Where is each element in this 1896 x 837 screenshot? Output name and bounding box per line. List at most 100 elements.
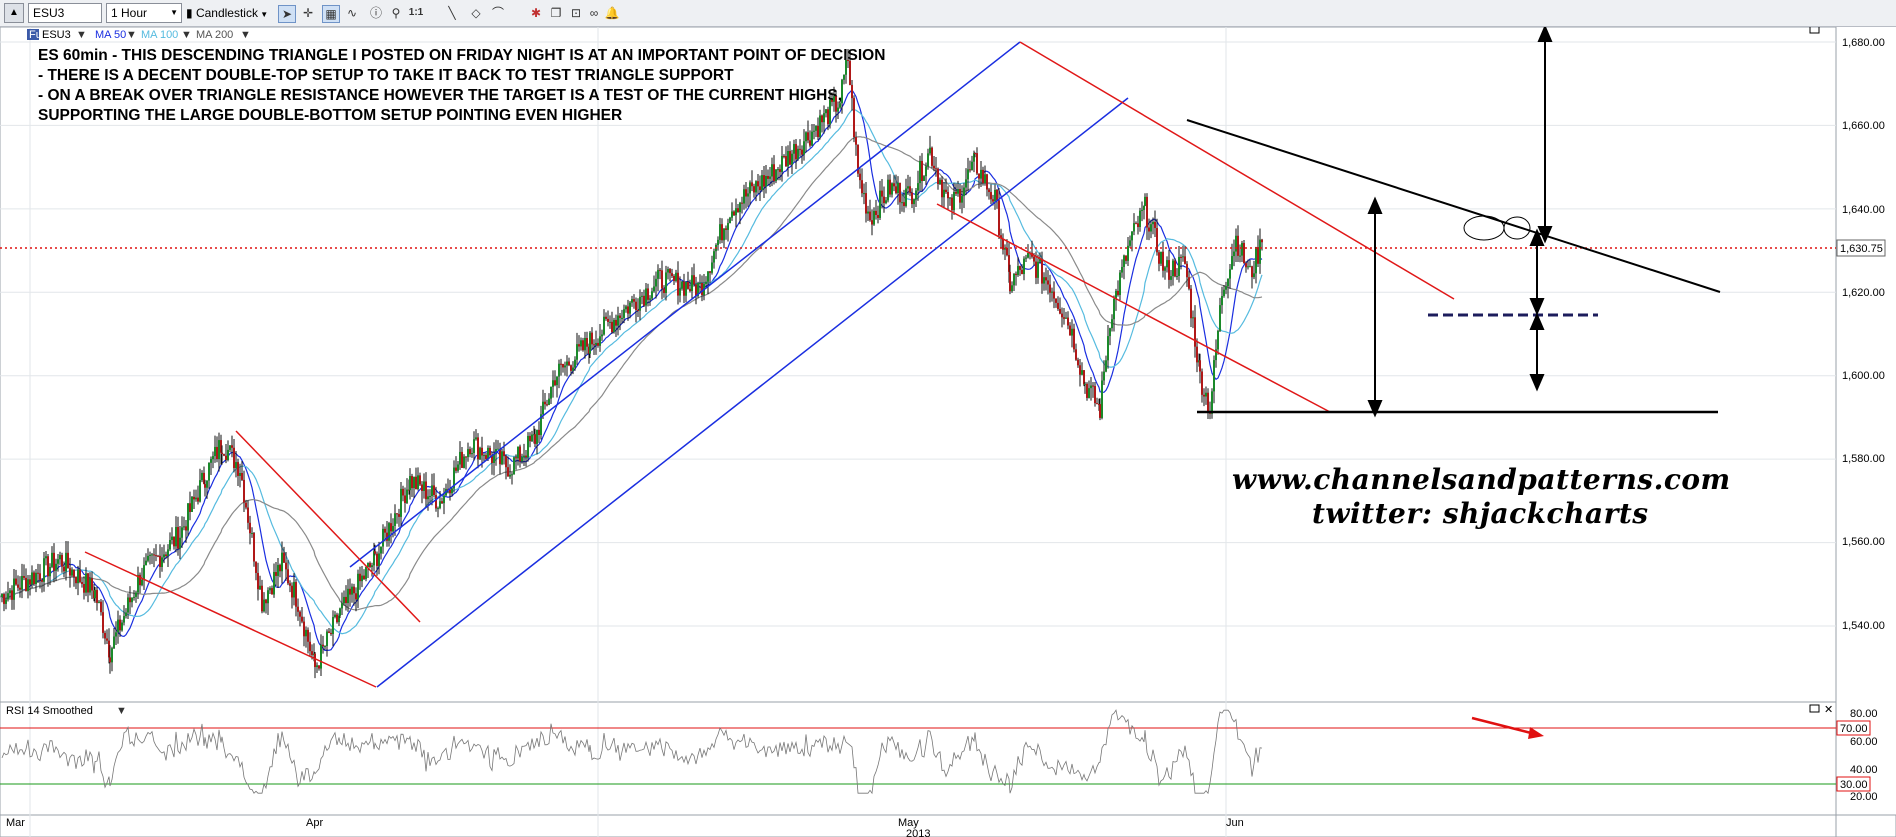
candle-body — [833, 96, 835, 102]
maximize-icon[interactable] — [1809, 704, 1820, 713]
watermark-twitter: twitter: shjackcharts — [1312, 497, 1649, 530]
candle-body — [1207, 392, 1209, 412]
link-icon[interactable]: ∞ — [589, 6, 599, 20]
line-tool-icon[interactable]: ╲ — [448, 6, 456, 20]
crosshair-icon[interactable]: ✛ — [302, 6, 314, 20]
candle-body — [247, 507, 249, 523]
candle-body — [643, 295, 645, 306]
candle-body — [1086, 383, 1088, 398]
copy-icon[interactable]: ❐ — [550, 6, 562, 20]
maximize-icon[interactable] — [1809, 27, 1820, 34]
candle-body — [94, 590, 96, 599]
candle-body — [909, 186, 911, 193]
candle-body — [1186, 263, 1188, 278]
candle-body — [115, 632, 117, 637]
candle-body — [318, 665, 320, 669]
candle-body — [727, 223, 729, 230]
candle-body — [489, 447, 491, 456]
candle-body — [980, 169, 982, 179]
chart-style-select[interactable]: ▮ Candlestick ▼ — [186, 3, 272, 23]
info-icon[interactable]: ⓘ — [369, 6, 382, 20]
candle-body — [475, 437, 477, 440]
lock-icon[interactable]: ⊡ — [570, 6, 582, 20]
chevron-down-icon[interactable]: ▼ — [76, 29, 87, 41]
candle-body — [929, 147, 931, 154]
candle-body — [49, 566, 51, 577]
candle-body — [1217, 330, 1219, 350]
candle-body — [1067, 317, 1069, 326]
candle-body — [645, 288, 647, 306]
candle-body — [96, 590, 98, 603]
candle-body — [77, 569, 79, 584]
candle-body — [334, 614, 336, 617]
candle-body — [595, 342, 597, 345]
candle-body — [485, 455, 487, 460]
template-icon[interactable]: ✱ — [530, 6, 542, 20]
annotation-line: ES 60min - THIS DESCENDING TRIANGLE I PO… — [38, 47, 885, 64]
candle-body — [277, 564, 279, 576]
candle-body — [29, 579, 31, 585]
symbol-input[interactable]: ESU3 — [28, 3, 102, 23]
month-label-jun: Jun — [1226, 817, 1244, 829]
candle-body — [617, 315, 619, 326]
candle-body — [338, 615, 340, 623]
candle-body — [1239, 255, 1241, 257]
pointer-icon[interactable]: ➤ — [278, 5, 296, 23]
ma100-label[interactable]: MA 100 — [141, 29, 178, 41]
shapes-icon[interactable]: ⌒ — [491, 6, 504, 20]
candle-body — [104, 632, 106, 639]
chevron-down-icon[interactable]: ▼ — [240, 29, 251, 41]
close-icon[interactable]: ✕ — [1824, 704, 1833, 716]
candle-body — [419, 475, 421, 485]
price-tick-label: 1,660.00 — [1842, 120, 1885, 132]
candle-body — [923, 176, 925, 181]
ma50-label[interactable]: MA 50 — [95, 29, 126, 41]
zoom-icon[interactable]: ⚲ — [391, 6, 401, 20]
candle-body — [253, 533, 255, 562]
candle-body — [1035, 261, 1037, 278]
candle-body — [749, 182, 751, 194]
candle-body — [19, 587, 21, 590]
candle-body — [1227, 278, 1229, 287]
candle-body — [1123, 255, 1125, 267]
candle-body — [437, 507, 439, 509]
candle-body — [267, 590, 269, 604]
time-axis-labels: Mar Apr May Jun 2013 — [6, 817, 1244, 837]
ma200-label[interactable]: MA 200 — [196, 29, 233, 41]
candle-body — [127, 597, 129, 613]
candle-body — [562, 363, 564, 368]
rsi-tick-label: 20.00 — [1850, 791, 1878, 803]
candle-body — [343, 596, 345, 604]
candle-body — [1253, 273, 1255, 278]
eraser-icon[interactable]: ◇ — [471, 6, 481, 20]
alert-bell-icon[interactable]: 🔔 — [604, 6, 620, 20]
chevron-down-icon[interactable]: ▼ — [181, 29, 192, 41]
candle-body — [1131, 231, 1133, 241]
red-channel-lower — [936, 203, 1331, 413]
rsi-label[interactable]: RSI 14 Smoothed — [6, 705, 93, 717]
annotation-line: - THERE IS A DECENT DOUBLE-TOP SETUP TO … — [38, 67, 734, 84]
candle-body — [117, 619, 119, 633]
chevron-down-icon[interactable]: ▼ — [126, 29, 137, 41]
chevron-down-icon[interactable]: ▼ — [116, 705, 127, 717]
candle-body — [889, 179, 891, 195]
candle-body — [1081, 370, 1083, 375]
candle-body — [195, 497, 197, 500]
candle-body — [1184, 256, 1186, 264]
grid-icon[interactable]: ▦ — [322, 5, 340, 23]
candle-body — [531, 434, 533, 442]
interval-select[interactable]: 1 Hour ▼ — [106, 3, 182, 23]
candle-body — [783, 155, 785, 157]
trendline-icon[interactable]: ∿ — [346, 6, 358, 20]
window-menu-button[interactable]: ▲ — [4, 3, 24, 23]
candle-body — [719, 224, 721, 240]
candle-body — [141, 579, 143, 586]
candle-body — [905, 188, 907, 207]
candle-body — [1017, 266, 1019, 275]
candle-body — [5, 599, 7, 604]
candle-body — [637, 309, 639, 311]
price-tick-label: 1,680.00 — [1842, 37, 1885, 49]
one-to-one-icon[interactable]: 1:1 — [408, 7, 424, 18]
candle-body — [328, 631, 330, 633]
candle-body — [477, 437, 479, 460]
